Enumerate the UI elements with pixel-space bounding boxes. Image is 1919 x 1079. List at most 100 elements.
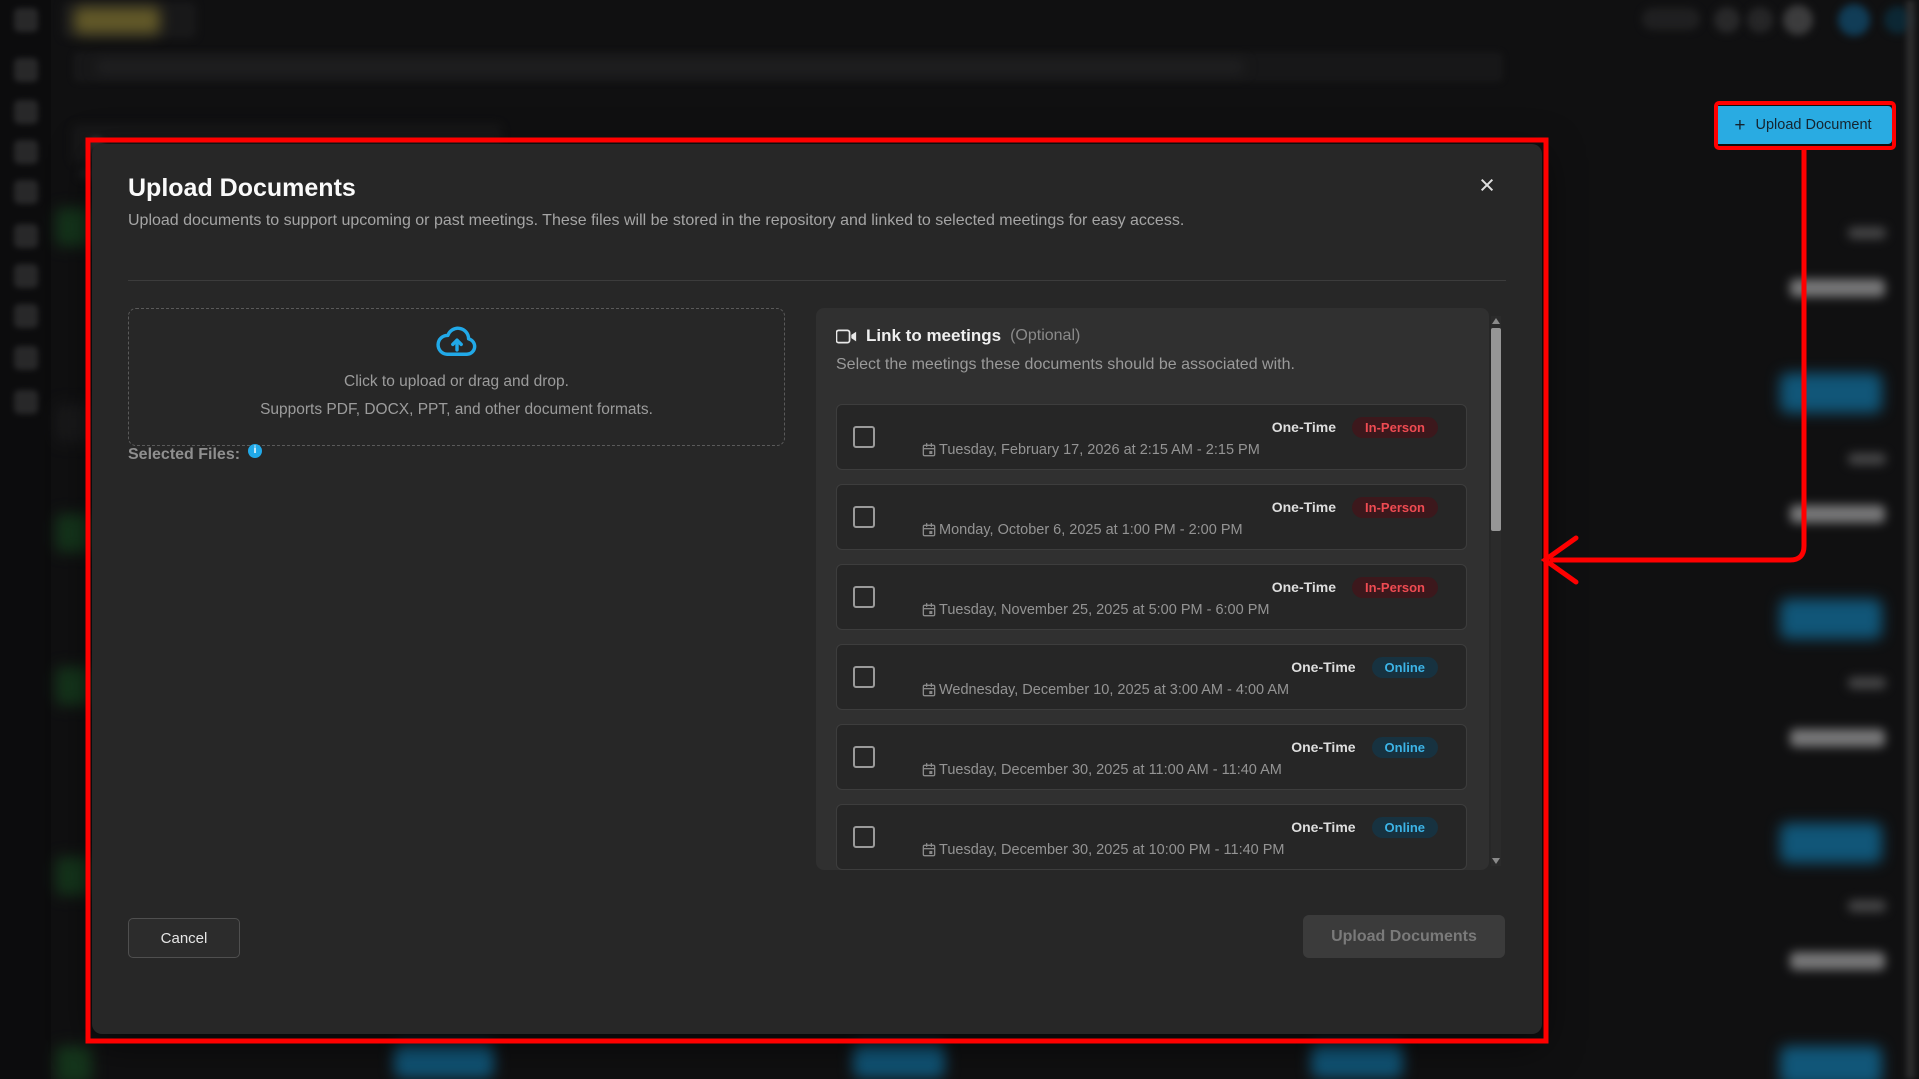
- topbar-icon: [1747, 7, 1773, 33]
- action-button-blur: [853, 1044, 945, 1078]
- sidebar-icon: [14, 390, 38, 414]
- meeting-checkbox[interactable]: [853, 666, 875, 688]
- amount-caption-blur: [1848, 900, 1886, 912]
- scroll-down-icon[interactable]: [1492, 858, 1500, 864]
- meeting-content: One-Time Online Wednesday, December 10, …: [921, 656, 1450, 698]
- meeting-row-bottom: Tuesday, February 17, 2026 at 2:15 AM - …: [921, 442, 1450, 458]
- meeting-mode-badge: Online: [1371, 736, 1438, 758]
- meeting-item[interactable]: One-Time Online Wednesday, December 10, …: [836, 644, 1467, 710]
- meeting-row-bottom: Tuesday, December 30, 2025 at 10:00 PM -…: [921, 842, 1450, 858]
- dropzone-line1: Click to upload or drag and drop.: [344, 373, 569, 390]
- link-panel-title: Link to meetings: [866, 326, 1002, 345]
- cloud-upload-icon: [435, 326, 476, 356]
- meeting-mode-badge: In-Person: [1352, 496, 1438, 518]
- amount-caption-blur: [1848, 677, 1886, 689]
- selected-files-label: Selected Files: i: [128, 444, 263, 464]
- meeting-recurrence-label: One-Time: [1291, 739, 1356, 755]
- meeting-recurrence-label: One-Time: [1271, 579, 1337, 595]
- sidebar-icon: [14, 8, 38, 32]
- meeting-row-top: One-Time Online: [921, 736, 1438, 758]
- meeting-datetime: Tuesday, December 30, 2025 at 11:00 AM -…: [939, 761, 1282, 778]
- sidebar-icon: [14, 180, 38, 204]
- meetings-list: One-Time In-Person Tuesday, February 17,…: [836, 404, 1467, 870]
- meeting-mode-badge: Online: [1371, 656, 1438, 678]
- page-heading-text-blur: [95, 60, 1245, 74]
- page-scrollbar: [1906, 0, 1915, 1079]
- meeting-datetime: Tuesday, December 30, 2025 at 10:00 PM -…: [939, 841, 1285, 858]
- upload-documents-submit-button[interactable]: Upload Documents: [1303, 915, 1505, 958]
- action-button-blur: [1780, 823, 1882, 863]
- meeting-row-top: One-Time In-Person: [921, 496, 1438, 518]
- amount-blur: [1790, 279, 1885, 297]
- link-to-meetings-panel: Link to meetings (Optional) Select the m…: [816, 308, 1489, 870]
- topbar-avatar: [1838, 4, 1870, 36]
- file-dropzone[interactable]: Click to upload or drag and drop. Suppor…: [128, 308, 785, 446]
- meeting-item[interactable]: One-Time Online Tuesday, December 30, 20…: [836, 804, 1467, 870]
- meeting-item[interactable]: One-Time In-Person Monday, October 6, 20…: [836, 484, 1467, 550]
- topbar-icon: [1783, 5, 1813, 35]
- amount-caption-blur: [1848, 227, 1886, 239]
- calendar-icon: [922, 762, 936, 776]
- cancel-button[interactable]: Cancel: [128, 918, 240, 958]
- upload-document-button[interactable]: + Upload Document: [1714, 106, 1892, 144]
- meeting-content: One-Time Online Tuesday, December 30, 20…: [921, 736, 1450, 778]
- sidebar-icon: [14, 140, 38, 164]
- meeting-content: One-Time Online Tuesday, December 30, 20…: [921, 816, 1450, 858]
- meeting-mode-badge: In-Person: [1352, 416, 1438, 438]
- action-button-blur: [394, 1044, 494, 1078]
- scroll-up-icon[interactable]: [1492, 318, 1500, 324]
- meeting-checkbox[interactable]: [853, 426, 875, 448]
- event-date-tile-blur: [56, 1046, 92, 1079]
- meeting-checkbox[interactable]: [853, 746, 875, 768]
- meeting-content: One-Time In-Person Monday, October 6, 20…: [921, 496, 1450, 538]
- modal-subtitle: Upload documents to support upcoming or …: [128, 212, 1185, 229]
- meeting-content: One-Time In-Person Tuesday, November 25,…: [921, 576, 1450, 618]
- meeting-row-top: One-Time Online: [921, 816, 1438, 838]
- meeting-item[interactable]: One-Time In-Person Tuesday, November 25,…: [836, 564, 1467, 630]
- amount-blur: [1790, 729, 1885, 747]
- selected-files-text: Selected Files:: [128, 446, 241, 463]
- meeting-recurrence-label: One-Time: [1271, 419, 1337, 435]
- video-camera-icon: [836, 329, 857, 343]
- link-panel-subtitle: Select the meetings these documents shou…: [836, 356, 1295, 373]
- amount-blur: [1790, 952, 1885, 970]
- meeting-row-top: One-Time In-Person: [921, 416, 1438, 438]
- meeting-item[interactable]: One-Time In-Person Tuesday, February 17,…: [836, 404, 1467, 470]
- meeting-row-bottom: Tuesday, November 25, 2025 at 5:00 PM - …: [921, 602, 1450, 618]
- meeting-checkbox[interactable]: [853, 506, 875, 528]
- sidebar-icon: [14, 224, 38, 248]
- scrollbar-thumb[interactable]: [1491, 328, 1501, 531]
- dropzone-line2: Supports PDF, DOCX, PPT, and other docum…: [260, 401, 653, 418]
- meeting-checkbox[interactable]: [853, 826, 875, 848]
- amount-caption-blur: [1848, 453, 1886, 465]
- calendar-icon: [922, 602, 936, 616]
- upload-documents-modal: Upload Documents Upload documents to sup…: [92, 144, 1542, 1034]
- meeting-checkbox[interactable]: [853, 586, 875, 608]
- close-icon[interactable]: ×: [1479, 170, 1495, 200]
- meeting-row-top: One-Time Online: [921, 656, 1438, 678]
- action-button-blur: [1780, 599, 1882, 639]
- plus-icon: +: [1734, 114, 1746, 136]
- calendar-icon: [922, 442, 936, 456]
- meeting-row-bottom: Tuesday, December 30, 2025 at 11:00 AM -…: [921, 762, 1450, 778]
- panel-scrollbar[interactable]: [1491, 316, 1501, 866]
- meeting-datetime: Tuesday, November 25, 2025 at 5:00 PM - …: [939, 601, 1270, 618]
- divider: [128, 280, 1506, 281]
- modal-title: Upload Documents: [128, 174, 356, 202]
- info-icon[interactable]: i: [248, 444, 263, 458]
- action-button-blur: [1780, 1046, 1882, 1079]
- sidebar-icon: [14, 264, 38, 288]
- topbar-pill-blur: [1642, 8, 1700, 30]
- meeting-mode-badge: In-Person: [1352, 576, 1438, 598]
- sidebar-icon: [14, 304, 38, 328]
- meeting-recurrence-label: One-Time: [1271, 499, 1337, 515]
- meeting-datetime: Monday, October 6, 2025 at 1:00 PM - 2:0…: [939, 521, 1243, 538]
- link-panel-optional: (Optional): [1010, 327, 1081, 344]
- link-panel-header: Link to meetings (Optional): [836, 326, 1080, 346]
- meeting-item[interactable]: One-Time Online Tuesday, December 30, 20…: [836, 724, 1467, 790]
- meeting-recurrence-label: One-Time: [1291, 659, 1356, 675]
- upload-document-button-label: Upload Document: [1755, 117, 1872, 133]
- amount-blur: [1790, 505, 1885, 523]
- meeting-row-bottom: Wednesday, December 10, 2025 at 3:00 AM …: [921, 682, 1450, 698]
- meeting-row-bottom: Monday, October 6, 2025 at 1:00 PM - 2:0…: [921, 522, 1450, 538]
